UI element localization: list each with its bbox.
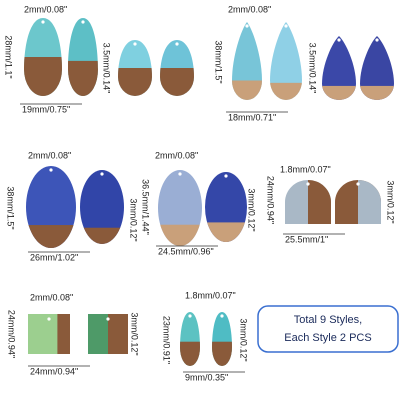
- hole: [47, 317, 51, 321]
- wood: [24, 57, 62, 96]
- wood: [80, 227, 124, 244]
- thickness-label: 1.8mm/0.07": [185, 290, 236, 300]
- pendant: [160, 40, 194, 96]
- wood: [322, 85, 356, 100]
- wood: [68, 60, 98, 96]
- width-label: 9mm/0.35": [185, 372, 228, 382]
- wood: [158, 224, 202, 247]
- thickness-label: 2mm/0.08": [28, 150, 71, 160]
- pendant: [335, 180, 381, 224]
- height-label: 24mm/0.94": [7, 310, 17, 358]
- thickness-label: 1.8mm/0.07": [280, 164, 331, 174]
- note-line: Each Style 2 PCS: [284, 332, 371, 344]
- thickness-label: 2mm/0.08": [155, 150, 198, 160]
- hole: [375, 38, 379, 42]
- pendant: [270, 22, 302, 100]
- hole: [356, 182, 360, 186]
- hole-label: 3mm/0.12": [239, 318, 249, 361]
- height-label: 24mm/0.94": [266, 176, 276, 224]
- height-label: 38mm/1.5": [6, 186, 16, 229]
- pendant: [232, 22, 262, 100]
- wood: [57, 314, 70, 354]
- pendant: [26, 166, 76, 248]
- hole: [133, 42, 137, 46]
- wood: [232, 80, 262, 100]
- hole: [224, 174, 228, 178]
- pendant: [285, 180, 331, 224]
- wood: [358, 180, 381, 224]
- hole: [306, 182, 310, 186]
- wood: [270, 82, 302, 100]
- wood: [160, 68, 194, 96]
- hole: [41, 20, 45, 24]
- width-label: 19mm/0.75": [22, 104, 70, 114]
- width-label: 24mm/0.94": [30, 366, 78, 376]
- hole: [220, 314, 224, 318]
- hole-label: 3mm/0.12": [130, 312, 140, 355]
- pendant: [68, 18, 98, 96]
- hole-label: 3mm/0.12": [247, 188, 257, 231]
- wood: [180, 341, 200, 367]
- hole: [178, 172, 182, 176]
- thickness-label: 2mm/0.08": [228, 4, 271, 14]
- pendant: [88, 314, 128, 354]
- hole: [175, 42, 179, 46]
- pendant: [360, 36, 394, 100]
- pendant: [212, 312, 232, 367]
- pendant: [80, 170, 124, 244]
- height-label: 28mm/1.1": [4, 35, 14, 78]
- hole: [188, 314, 192, 318]
- note-box: [257, 305, 399, 353]
- hole-label: 3mm/0.12": [386, 180, 396, 223]
- hole: [337, 38, 341, 42]
- width-label: 24.5mm/0.96": [158, 246, 214, 256]
- wood: [360, 85, 394, 100]
- height-label: 23mm/0.91": [162, 316, 172, 364]
- hole-label: 3.5mm/0.14": [308, 43, 318, 94]
- pendant: [158, 170, 202, 247]
- pendant: [322, 36, 356, 100]
- width-label: 18mm/0.71": [228, 112, 276, 122]
- note-line: Total 9 Styles,: [294, 314, 362, 326]
- hole: [106, 317, 110, 321]
- pendant: [180, 312, 200, 367]
- wood: [26, 225, 76, 248]
- hole: [245, 24, 249, 28]
- height-label: 38mm/1.5": [214, 40, 224, 83]
- pendant: [28, 314, 70, 354]
- thickness-label: 2mm/0.08": [24, 4, 67, 14]
- wood: [108, 314, 128, 354]
- hole-label: 3.5mm/0.14": [102, 43, 112, 94]
- width-label: 25.5mm/1": [285, 234, 328, 244]
- wood: [308, 180, 331, 224]
- hole: [284, 24, 288, 28]
- hole: [49, 168, 53, 172]
- pendant: [24, 18, 62, 96]
- pendant: [205, 172, 247, 242]
- pendant: [118, 40, 152, 96]
- thickness-label: 2mm/0.08": [30, 292, 73, 302]
- height-label: 36.5mm/1.44": [141, 179, 151, 235]
- wood: [212, 341, 232, 367]
- hole: [100, 172, 104, 176]
- width-label: 26mm/1.02": [30, 252, 78, 262]
- wood: [205, 222, 247, 242]
- hole-label: 3mm/0.12": [129, 198, 139, 241]
- wood: [118, 68, 152, 96]
- hole: [81, 20, 85, 24]
